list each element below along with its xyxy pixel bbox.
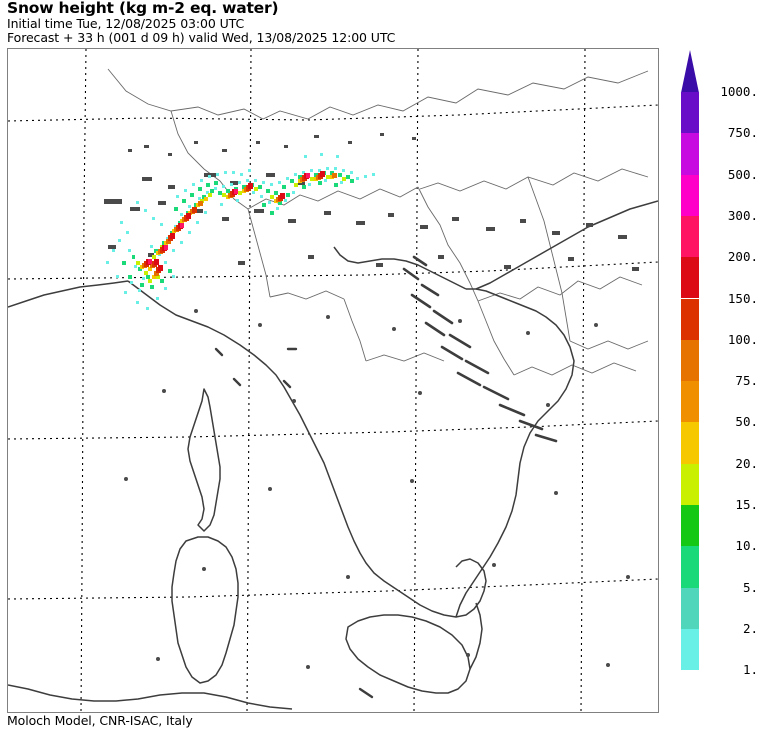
colorbar-tick-20: 20. bbox=[735, 455, 758, 471]
colorbar-tick-200: 200. bbox=[727, 249, 758, 265]
colorbar-tick-50: 50. bbox=[735, 414, 758, 430]
colorbar-tick-15: 15. bbox=[735, 497, 758, 512]
map-panel[interactable] bbox=[7, 48, 659, 713]
colorbar-labels: 1000. 750. 500. 300. 200. 150. 100. 75. 50. 20. 15… bbox=[703, 50, 760, 690]
colorbar-tick-750: 750. bbox=[727, 125, 758, 141]
colorbar-tick-150: 150. bbox=[727, 290, 758, 306]
colorbar-tick-2: 2. bbox=[742, 620, 758, 636]
graticule-gridlines bbox=[8, 49, 658, 712]
colorbar-band-75[interactable] bbox=[681, 381, 699, 423]
forecast-time-line: Forecast + 33 h (001 d 09 h) valid Wed, … bbox=[7, 30, 396, 45]
page-title: Snow height (kg m-2 eq. water) bbox=[7, 0, 279, 17]
colorbar-band-1000[interactable] bbox=[681, 92, 699, 134]
model-credit: Moloch Model, CNR-ISAC, Italy bbox=[7, 713, 193, 728]
colorbar-band-150[interactable] bbox=[681, 298, 699, 340]
colorbar-tick-300: 300. bbox=[727, 207, 758, 223]
colorbar-band-2[interactable] bbox=[681, 628, 699, 671]
colorbar-band-300[interactable] bbox=[681, 215, 699, 258]
colorbar-band-200[interactable] bbox=[681, 257, 699, 299]
national-borders bbox=[107, 68, 649, 376]
colorbar-tick-5: 5. bbox=[742, 579, 758, 595]
colorbar-band-15[interactable] bbox=[681, 505, 699, 547]
colorbar-band-500[interactable] bbox=[681, 174, 699, 216]
initial-time-line: Initial time Tue, 12/08/2025 03:00 UTC bbox=[7, 16, 245, 31]
coastline-outlines bbox=[8, 200, 658, 710]
header-block: Snow height (kg m-2 eq. water) Initial t… bbox=[7, 0, 667, 45]
colorbar-band-750[interactable] bbox=[681, 133, 699, 175]
snow-height-field bbox=[106, 153, 375, 310]
colorbar-tick-500: 500. bbox=[727, 166, 758, 182]
colorbar[interactable] bbox=[681, 92, 699, 671]
colorbar-arrow-top bbox=[681, 50, 699, 93]
colorbar-band-5[interactable] bbox=[681, 587, 699, 629]
colorbar-tick-10: 10. bbox=[735, 538, 758, 554]
colorbar-band-100[interactable] bbox=[681, 339, 699, 382]
colorbar-band-10[interactable] bbox=[681, 546, 699, 588]
map-canvas[interactable] bbox=[8, 49, 658, 712]
colorbar-band-50[interactable] bbox=[681, 422, 699, 464]
colorbar-tick-100: 100. bbox=[727, 331, 758, 347]
arrow-triangle bbox=[681, 50, 699, 93]
colorbar-tick-1000: 1000. bbox=[720, 84, 758, 99]
colorbar-band-20[interactable] bbox=[681, 463, 699, 505]
colorbar-tick-75: 75. bbox=[735, 373, 758, 389]
colorbar-tick-1: 1. bbox=[742, 662, 758, 678]
